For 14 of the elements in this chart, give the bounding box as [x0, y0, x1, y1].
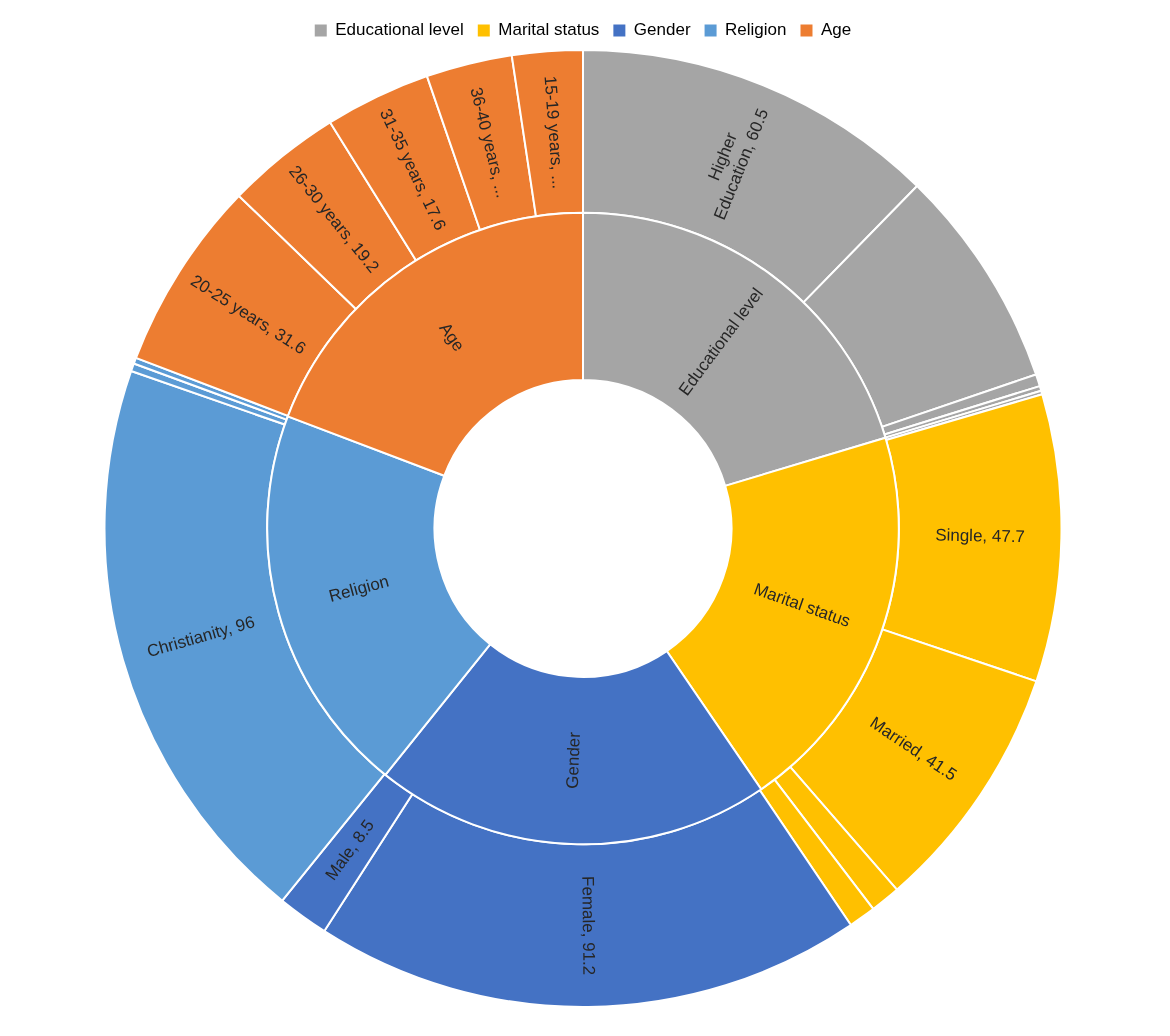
legend-label: Gender [633, 20, 691, 40]
slice-label: 36-40 years, ... [466, 85, 512, 200]
slice-label: 15-19 years, ... [540, 75, 568, 190]
slice-label: Single, 47.7 [935, 525, 1026, 547]
legend-label: Religion [725, 20, 787, 40]
slice-label: Female, 91.2 [578, 875, 599, 976]
legend-label: Marital status [498, 20, 600, 40]
slice-label: Religion [326, 571, 391, 606]
slice-label: Age [435, 319, 469, 355]
slice-label: Gender [562, 731, 584, 790]
legend-label: Age [821, 20, 852, 40]
legend-label: Educational level [335, 20, 464, 40]
slice-label: 31-35 years, 17.6 [375, 105, 450, 234]
slice-label: Marital status [751, 579, 853, 631]
